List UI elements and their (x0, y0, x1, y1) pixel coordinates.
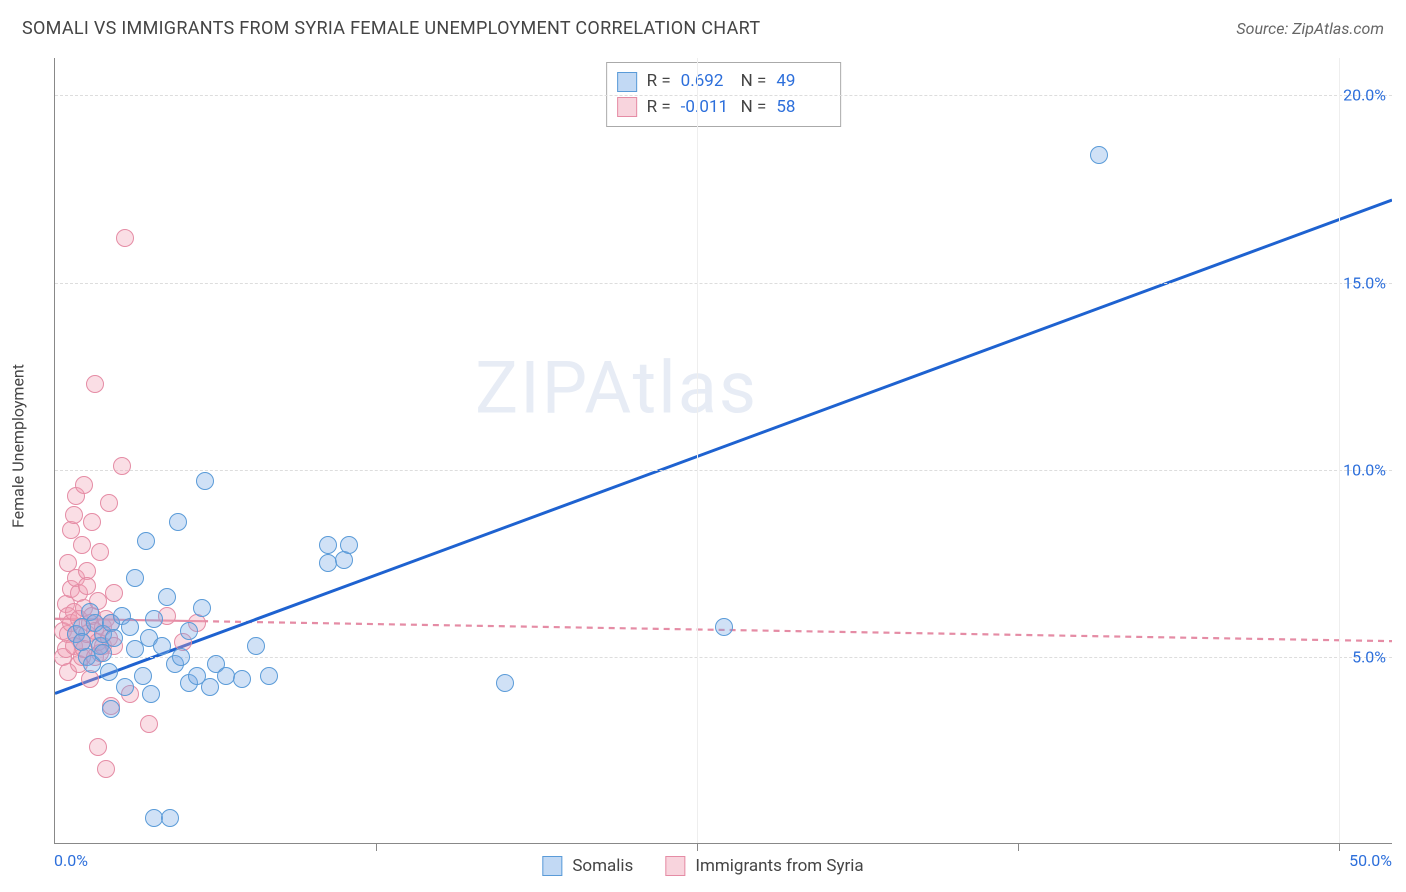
series-legend: Somalis Immigrants from Syria (542, 856, 863, 876)
legend-item-somalis: Somalis (542, 856, 633, 876)
scatter-point-blue (134, 667, 152, 685)
gridline-horizontal (55, 657, 1392, 658)
scatter-point-blue (180, 622, 198, 640)
n-value: 49 (776, 69, 826, 95)
source-name: ZipAtlas.com (1292, 19, 1384, 38)
x-axis-min-label: 0.0% (54, 851, 88, 870)
scatter-point-blue (126, 569, 144, 587)
scatter-point-pink (75, 476, 93, 494)
scatter-point-blue (102, 700, 120, 718)
legend-label: Immigrants from Syria (695, 856, 863, 876)
scatter-point-blue (116, 678, 134, 696)
scatter-point-blue (319, 536, 337, 554)
y-tick-label: 15.0% (1343, 273, 1386, 292)
x-tick (1339, 843, 1340, 851)
y-axis-title: Female Unemployment (9, 364, 28, 528)
swatch-blue-icon (542, 856, 562, 876)
gridline-horizontal (55, 95, 1392, 96)
x-axis-max-label: 50.0% (1349, 851, 1392, 870)
scatter-point-blue (145, 610, 163, 628)
scatter-point-blue (142, 685, 160, 703)
scatter-point-pink (83, 513, 101, 531)
source-attribution: Source: ZipAtlas.com (1236, 19, 1384, 38)
scatter-point-blue (196, 472, 214, 490)
correlation-row-blue: R = 0.692 N = 49 (617, 69, 827, 95)
scatter-point-pink (116, 229, 134, 247)
n-value: 58 (776, 95, 826, 121)
scatter-point-blue (153, 637, 171, 655)
y-tick-label: 20.0% (1343, 86, 1386, 105)
scatter-point-blue (158, 588, 176, 606)
scatter-point-blue (169, 513, 187, 531)
gridline-vertical (697, 58, 698, 843)
gridline-vertical (1339, 58, 1340, 843)
r-value: -0.011 (681, 95, 731, 121)
scatter-point-blue (161, 809, 179, 827)
scatter-point-pink (97, 760, 115, 778)
scatter-point-blue (172, 648, 190, 666)
gridline-horizontal (55, 470, 1392, 471)
watermark: ZIPAtlas (475, 345, 758, 430)
scatter-point-blue (137, 532, 155, 550)
scatter-point-blue (1090, 146, 1108, 164)
swatch-pink-icon (665, 856, 685, 876)
x-tick (376, 843, 377, 851)
r-label: R = (647, 95, 671, 121)
scatter-point-blue (496, 674, 514, 692)
scatter-point-pink (73, 536, 91, 554)
scatter-point-pink (86, 375, 104, 393)
scatter-point-blue (201, 678, 219, 696)
scatter-point-blue (121, 618, 139, 636)
scatter-point-blue (105, 629, 123, 647)
scatter-point-pink (89, 738, 107, 756)
n-label: N = (741, 69, 767, 95)
scatter-point-blue (100, 663, 118, 681)
scatter-point-blue (233, 670, 251, 688)
scatter-point-blue (94, 644, 112, 662)
scatter-point-pink (113, 457, 131, 475)
correlation-row-pink: R = -0.011 N = 58 (617, 95, 827, 121)
swatch-pink-icon (617, 97, 637, 117)
scatter-point-blue (247, 637, 265, 655)
scatter-point-pink (140, 715, 158, 733)
x-tick (697, 843, 698, 851)
scatter-point-blue (260, 667, 278, 685)
n-label: N = (741, 95, 767, 121)
plot-area: ZIPAtlas R = 0.692 N = 49 R = -0.011 N =… (54, 58, 1392, 844)
scatter-point-pink (65, 506, 83, 524)
scatter-point-blue (715, 618, 733, 636)
trend-lines (55, 58, 1392, 843)
scatter-point-pink (105, 584, 123, 602)
scatter-point-blue (340, 536, 358, 554)
r-value: 0.692 (681, 69, 731, 95)
y-tick-label: 10.0% (1343, 460, 1386, 479)
scatter-point-blue (217, 667, 235, 685)
scatter-point-blue (193, 599, 211, 617)
legend-label: Somalis (572, 856, 633, 876)
gridline-horizontal (55, 283, 1392, 284)
y-tick-label: 5.0% (1352, 647, 1386, 666)
source-prefix: Source: (1236, 19, 1292, 38)
scatter-point-pink (91, 543, 109, 561)
scatter-point-pink (100, 494, 118, 512)
legend-item-syria: Immigrants from Syria (665, 856, 863, 876)
x-tick (1018, 843, 1019, 851)
swatch-blue-icon (617, 72, 637, 92)
chart-title: SOMALI VS IMMIGRANTS FROM SYRIA FEMALE U… (22, 18, 760, 39)
r-label: R = (647, 69, 671, 95)
